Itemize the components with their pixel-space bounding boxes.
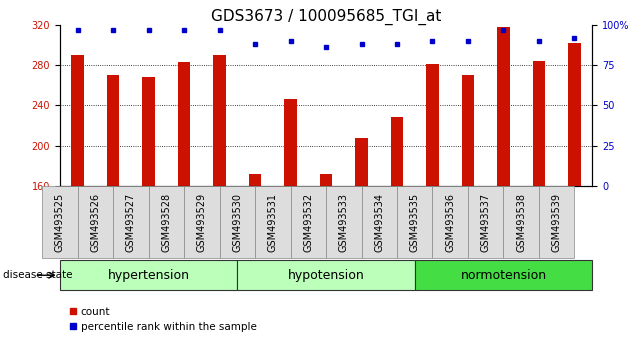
Bar	[238, 260, 415, 290]
Text: GSM493528: GSM493528	[161, 193, 171, 252]
Bar	[107, 75, 119, 186]
Bar	[497, 27, 510, 186]
Bar	[539, 186, 575, 258]
Text: hypotension: hypotension	[288, 269, 364, 282]
Text: hypertension: hypertension	[108, 269, 190, 282]
Bar	[427, 64, 438, 186]
Text: GSM493536: GSM493536	[445, 193, 455, 252]
Bar	[391, 118, 403, 186]
Bar	[219, 186, 255, 258]
Bar	[113, 186, 149, 258]
Text: GSM493530: GSM493530	[232, 193, 243, 252]
Bar	[71, 55, 84, 186]
Text: GSM493538: GSM493538	[516, 193, 526, 252]
Text: GSM493531: GSM493531	[268, 193, 278, 252]
Text: GSM493534: GSM493534	[374, 193, 384, 252]
Bar	[284, 99, 297, 186]
Text: GSM493535: GSM493535	[410, 193, 420, 252]
Bar	[142, 77, 155, 186]
Bar	[249, 174, 261, 186]
Text: GSM493533: GSM493533	[339, 193, 349, 252]
Bar	[355, 137, 368, 186]
Bar	[42, 186, 77, 258]
Bar	[415, 260, 592, 290]
Bar	[320, 174, 332, 186]
Text: GSM493527: GSM493527	[126, 193, 136, 252]
Bar	[462, 75, 474, 186]
Legend: count, percentile rank within the sample: count, percentile rank within the sample	[65, 303, 261, 336]
Bar	[60, 260, 238, 290]
Bar	[184, 186, 219, 258]
Bar	[290, 186, 326, 258]
Bar	[214, 55, 226, 186]
Text: GSM493526: GSM493526	[90, 193, 100, 252]
Bar	[533, 61, 545, 186]
Bar	[432, 186, 468, 258]
Title: GDS3673 / 100095685_TGI_at: GDS3673 / 100095685_TGI_at	[211, 8, 441, 25]
Text: GSM493539: GSM493539	[552, 193, 562, 252]
Text: GSM493532: GSM493532	[303, 193, 313, 252]
Bar	[326, 186, 362, 258]
Text: GSM493529: GSM493529	[197, 193, 207, 252]
Text: GSM493525: GSM493525	[55, 193, 65, 252]
Bar	[397, 186, 432, 258]
Bar	[568, 43, 581, 186]
Bar	[503, 186, 539, 258]
Text: disease state: disease state	[3, 270, 72, 280]
Bar	[178, 62, 190, 186]
Text: GSM493537: GSM493537	[481, 193, 491, 252]
Bar	[77, 186, 113, 258]
Bar	[468, 186, 503, 258]
Bar	[255, 186, 290, 258]
Bar	[149, 186, 184, 258]
Bar	[362, 186, 397, 258]
Text: normotension: normotension	[461, 269, 547, 282]
